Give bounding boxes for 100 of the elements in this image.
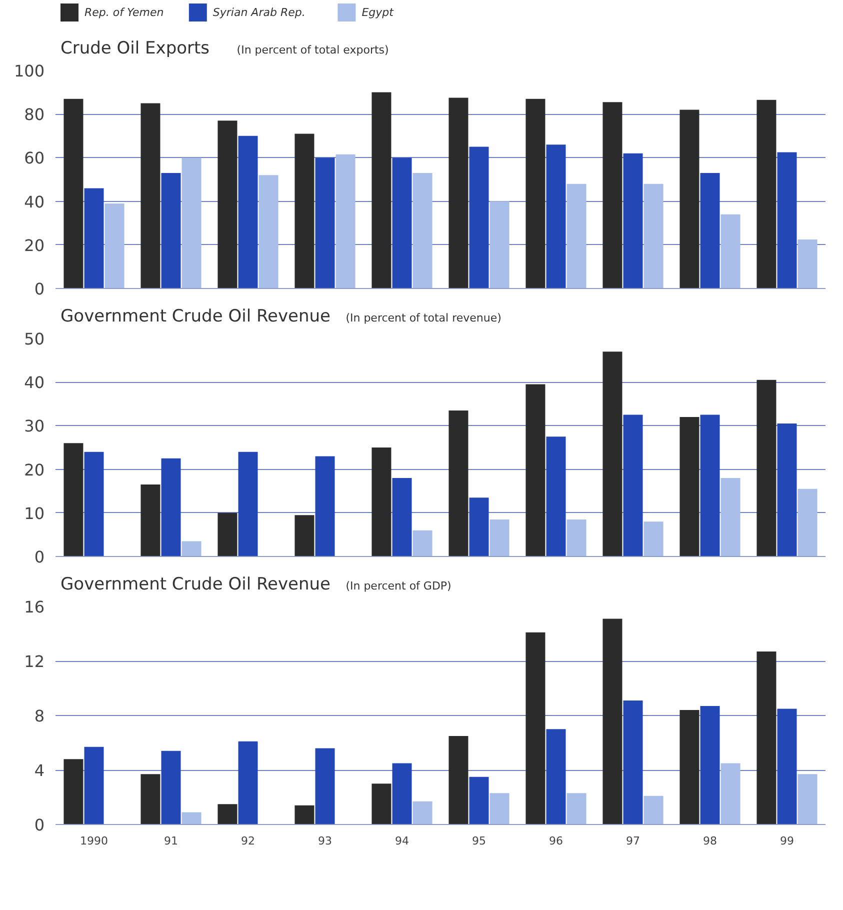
bar: [777, 424, 797, 556]
bar: [566, 793, 586, 824]
bar: [238, 136, 258, 288]
x-tick-label: 98: [703, 834, 717, 848]
bar: [623, 700, 643, 824]
chart-subtitle: (In percent of total exports): [236, 44, 389, 56]
x-tick-label: 99: [780, 834, 794, 848]
bar: [182, 541, 202, 556]
chart-subtitle: (In percent of GDP): [346, 580, 452, 592]
bar: [315, 456, 335, 556]
bar: [218, 804, 238, 824]
bar: [469, 776, 489, 824]
y-tick-label: 20: [24, 460, 44, 480]
bar: [644, 522, 664, 556]
y-tick-label: 60: [24, 148, 44, 168]
bar: [294, 515, 314, 556]
bar: [372, 784, 392, 824]
y-tick-label: 4: [34, 761, 45, 780]
bar: [104, 203, 124, 288]
bar: [315, 748, 335, 824]
bar: [777, 708, 797, 824]
bar: [315, 158, 335, 288]
bar: [490, 201, 510, 288]
bar: [161, 750, 181, 824]
bar: [700, 172, 720, 288]
bar: [756, 380, 776, 556]
bar: [469, 498, 489, 556]
bar: [140, 103, 160, 288]
y-tick-label: 16: [24, 598, 44, 616]
bar: [294, 134, 314, 288]
y-tick-label: 0: [34, 280, 45, 298]
bar: [798, 774, 818, 824]
chart-title: Government Crude Oil Revenue: [60, 574, 330, 594]
bar: [566, 519, 586, 556]
bar: [84, 452, 104, 556]
bar: [623, 153, 643, 288]
bar: [140, 484, 160, 556]
bar: [602, 618, 622, 824]
bar: [526, 384, 546, 556]
bar: [546, 144, 566, 288]
bar: [448, 736, 468, 824]
bar: [644, 796, 664, 824]
bar: [546, 436, 566, 556]
bar: [182, 158, 202, 288]
chart-title: Government Crude Oil Revenue: [60, 306, 330, 326]
bar: [392, 478, 412, 556]
bar: [469, 146, 489, 288]
bar: [680, 416, 700, 556]
y-tick-label: 50: [24, 330, 44, 348]
y-tick-label: 0: [34, 816, 45, 834]
x-tick-label: 93: [318, 834, 332, 848]
x-tick-label: 1990: [80, 834, 108, 848]
bar: [372, 448, 392, 556]
bar: [526, 98, 546, 288]
bar: [392, 158, 412, 288]
legend-label: Egypt: [362, 6, 394, 19]
y-tick-label: 0: [34, 548, 45, 566]
bar: [720, 763, 740, 824]
bar: [448, 410, 468, 556]
bar: [720, 214, 740, 288]
bar: [412, 172, 432, 288]
bar: [412, 801, 432, 824]
bar: [602, 102, 622, 288]
bar: [680, 110, 700, 288]
bar: [777, 152, 797, 288]
bar: [161, 172, 181, 288]
bar: [218, 512, 238, 556]
x-tick-label: 97: [626, 834, 640, 848]
y-tick-label: 20: [24, 236, 44, 255]
legend-label: Rep. of Yemen: [84, 6, 164, 19]
y-tick-label: 10: [24, 504, 44, 523]
bar: [526, 632, 546, 824]
bar: [720, 478, 740, 556]
x-tick-label: 91: [164, 834, 178, 848]
bar: [602, 352, 622, 556]
bar: [84, 746, 104, 824]
bar: [258, 175, 278, 288]
y-tick-label: 100: [14, 62, 45, 80]
y-tick-label: 40: [24, 192, 44, 212]
bar: [294, 805, 314, 824]
bar: [756, 651, 776, 824]
y-tick-label: 80: [24, 105, 44, 124]
bar: [238, 741, 258, 824]
y-tick-label: 40: [24, 373, 44, 392]
bar: [84, 188, 104, 288]
bar: [756, 100, 776, 288]
bar: [566, 184, 586, 288]
bar: [64, 443, 84, 556]
y-tick-label: 30: [24, 416, 44, 436]
bar: [546, 729, 566, 824]
bar: [798, 488, 818, 556]
legend-label: Syrian Arab Rep.: [212, 6, 306, 19]
bar: [218, 120, 238, 288]
bar: [336, 154, 356, 288]
bar: [412, 530, 432, 556]
bar: [623, 414, 643, 556]
bar: [392, 763, 412, 824]
bar: [182, 812, 202, 824]
chart-subtitle: (In percent of total revenue): [346, 312, 502, 324]
bar: [490, 519, 510, 556]
